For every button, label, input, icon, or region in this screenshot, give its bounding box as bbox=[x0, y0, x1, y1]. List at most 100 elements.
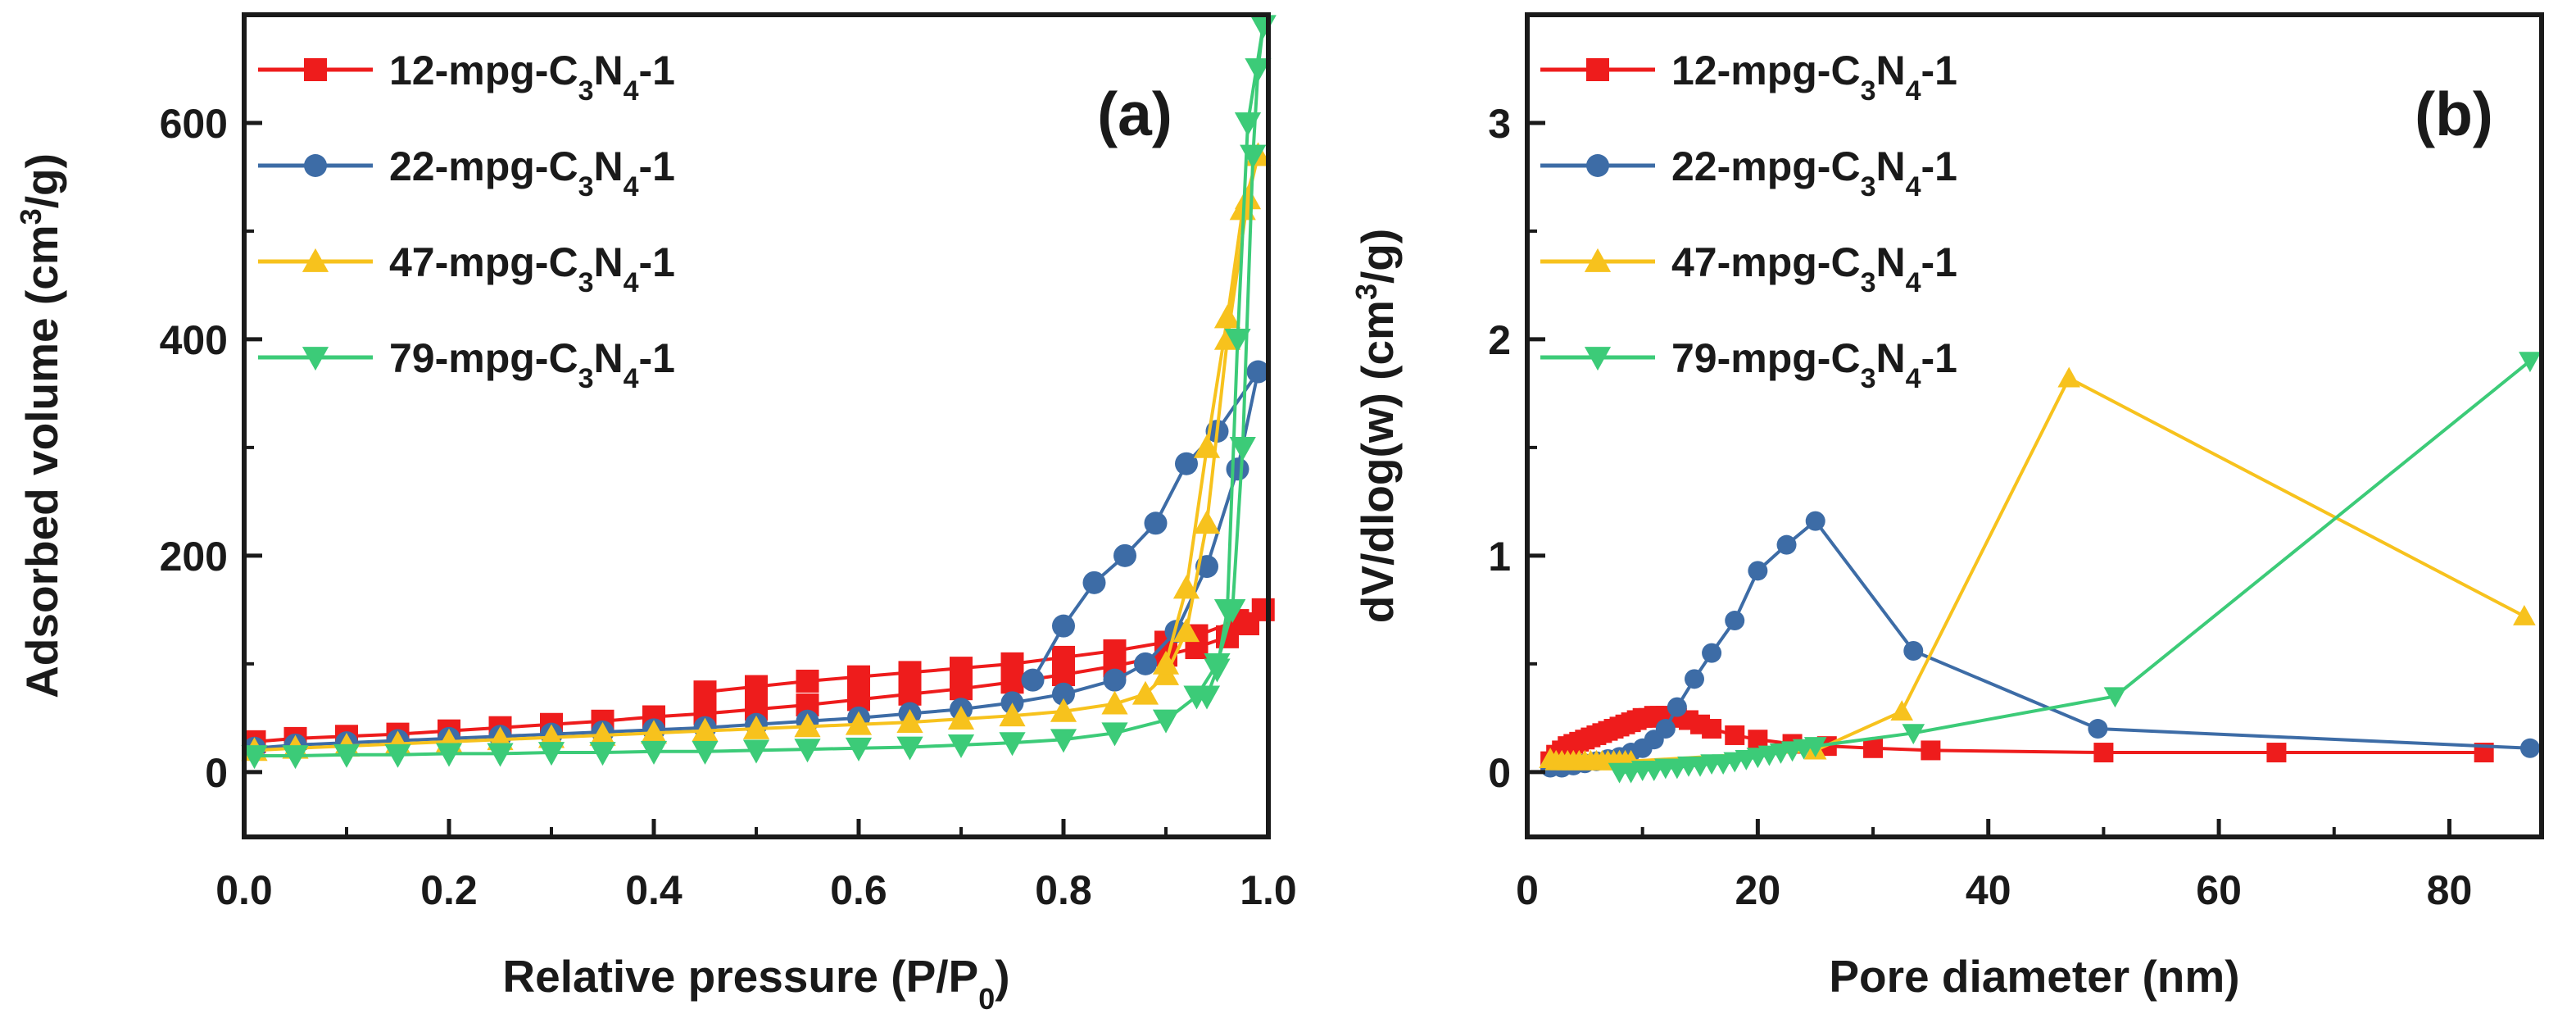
y-tick-label: 2 bbox=[1488, 317, 1511, 363]
legend-item-12-mpg-C3N4-1: 12-mpg-C3N4-1 bbox=[1540, 48, 1957, 107]
data-point bbox=[950, 677, 973, 701]
legend-label-part: N bbox=[594, 239, 624, 285]
x-axis-label-text: Relative pressure (P/P bbox=[502, 951, 978, 1002]
x-tick-label: 0.8 bbox=[1035, 867, 1092, 913]
data-point bbox=[1000, 652, 1024, 675]
data-point bbox=[845, 711, 873, 735]
legend-label-subscript: 3 bbox=[578, 75, 594, 107]
data-point bbox=[847, 665, 870, 689]
data-point bbox=[1863, 738, 1884, 758]
data-point bbox=[640, 720, 668, 744]
data-point bbox=[2519, 352, 2542, 373]
legend-label-subscript: 3 bbox=[578, 363, 594, 394]
data-point bbox=[1082, 571, 1106, 594]
data-point bbox=[1226, 457, 1249, 481]
y-axis-label-superscript: 3 bbox=[1349, 284, 1383, 300]
x-tick-label: 0.0 bbox=[215, 867, 273, 913]
y-axis-label: Adsorbed volume (cm3/g) bbox=[14, 153, 68, 698]
data-point bbox=[1249, 15, 1277, 39]
data-point bbox=[742, 739, 770, 764]
legend-item-12-mpg-C3N4-1: 12-mpg-C3N4-1 bbox=[258, 48, 675, 107]
data-point bbox=[1725, 725, 1745, 745]
legend-label: 79-mpg-C3N4-1 bbox=[389, 335, 675, 394]
x-axis-label: Relative pressure (P/P0) bbox=[502, 951, 1009, 1016]
panel-a-adsorption-isotherm: 0.0 0.2 0.4 0.6 0.8 1.0 0 200 400 600 Relative pre… bbox=[14, 12, 1297, 1016]
legend-label-part: N bbox=[1876, 143, 1906, 189]
series-79-mpg-C3N4-1 bbox=[1608, 352, 2542, 784]
data-point bbox=[692, 717, 719, 742]
y-tick-label: 1 bbox=[1488, 534, 1511, 580]
x-tick-label: 1.0 bbox=[1240, 867, 1297, 913]
legend-marker bbox=[1586, 154, 1609, 177]
y-tick-label: 200 bbox=[160, 534, 228, 580]
data-point bbox=[745, 675, 768, 698]
data-point bbox=[1103, 668, 1127, 692]
legend-label-part: 22-mpg-C bbox=[389, 143, 578, 189]
data-point bbox=[1021, 668, 1045, 692]
data-point bbox=[898, 661, 922, 684]
panel-label: (a) bbox=[1097, 80, 1172, 148]
y-axis-label: dV/dlog(w) (cm3/g) bbox=[1349, 229, 1404, 623]
data-point bbox=[2093, 743, 2114, 763]
legend-label-part: 79-mpg-C bbox=[389, 335, 578, 381]
data-point bbox=[1193, 685, 1221, 710]
data-point bbox=[2513, 604, 2536, 625]
axes-frame bbox=[1525, 12, 2544, 839]
data-point bbox=[794, 713, 821, 738]
legend-marker bbox=[1586, 58, 1609, 81]
data-point bbox=[2088, 719, 2108, 739]
data-point bbox=[896, 736, 923, 761]
data-point bbox=[1052, 614, 1075, 638]
data-point bbox=[1655, 719, 1676, 739]
legend-label-part: -1 bbox=[639, 48, 675, 93]
legend-label: 79-mpg-C3N4-1 bbox=[1671, 335, 1957, 394]
data-point bbox=[1213, 598, 1241, 623]
data-point bbox=[1921, 740, 1941, 761]
legend-label: 47-mpg-C3N4-1 bbox=[1671, 239, 1957, 298]
data-point bbox=[950, 657, 973, 680]
y-tick-label: 400 bbox=[160, 317, 228, 363]
legend-label-subscript: 3 bbox=[1861, 171, 1876, 202]
data-point bbox=[999, 702, 1026, 727]
data-point bbox=[1667, 697, 1687, 717]
data-point bbox=[1052, 645, 1075, 669]
data-point bbox=[1193, 434, 1221, 458]
data-point bbox=[1144, 512, 1168, 535]
y-tick-label: 0 bbox=[205, 750, 228, 796]
x-tick-label: 0 bbox=[1516, 867, 1539, 913]
panel-label: (b) bbox=[2415, 80, 2493, 148]
data-point bbox=[1805, 511, 1825, 531]
data-point bbox=[1050, 698, 1077, 722]
data-point bbox=[589, 721, 616, 746]
legend-marker bbox=[304, 58, 327, 81]
legend-item-47-mpg-C3N4-1: 47-mpg-C3N4-1 bbox=[1540, 239, 1957, 298]
data-point bbox=[1240, 144, 1267, 169]
data-point bbox=[1903, 641, 1924, 662]
data-point bbox=[1251, 598, 1275, 621]
legend-label-subscript: 4 bbox=[1906, 171, 1921, 202]
x-tick-label: 20 bbox=[1735, 867, 1781, 913]
legend-label-part: 12-mpg-C bbox=[1671, 48, 1861, 93]
data-point bbox=[898, 682, 922, 706]
legend-label-subscript: 4 bbox=[1906, 363, 1921, 394]
data-point bbox=[1050, 729, 1077, 753]
data-point bbox=[1684, 669, 1704, 689]
data-point bbox=[1702, 719, 1722, 739]
series-22-mpg-C3N4-1 bbox=[1540, 511, 2540, 778]
legend-label-part: 79-mpg-C bbox=[1671, 335, 1861, 381]
legend-label-part: -1 bbox=[639, 143, 675, 189]
data-point bbox=[896, 709, 923, 733]
data-point bbox=[1101, 722, 1128, 747]
data-point bbox=[947, 706, 975, 730]
legend-label-part: 22-mpg-C bbox=[1671, 143, 1861, 189]
data-point bbox=[1213, 304, 1241, 329]
data-point bbox=[947, 734, 975, 758]
y-axis-label-end: /g) bbox=[1352, 229, 1403, 284]
data-point bbox=[1152, 650, 1180, 675]
y-axis-label-end: /g) bbox=[16, 153, 67, 208]
legend-item-47-mpg-C3N4-1: 47-mpg-C3N4-1 bbox=[258, 239, 675, 298]
x-tick-label: 0.6 bbox=[830, 867, 887, 913]
data-point bbox=[1134, 652, 1157, 675]
data-point bbox=[1748, 561, 1768, 581]
